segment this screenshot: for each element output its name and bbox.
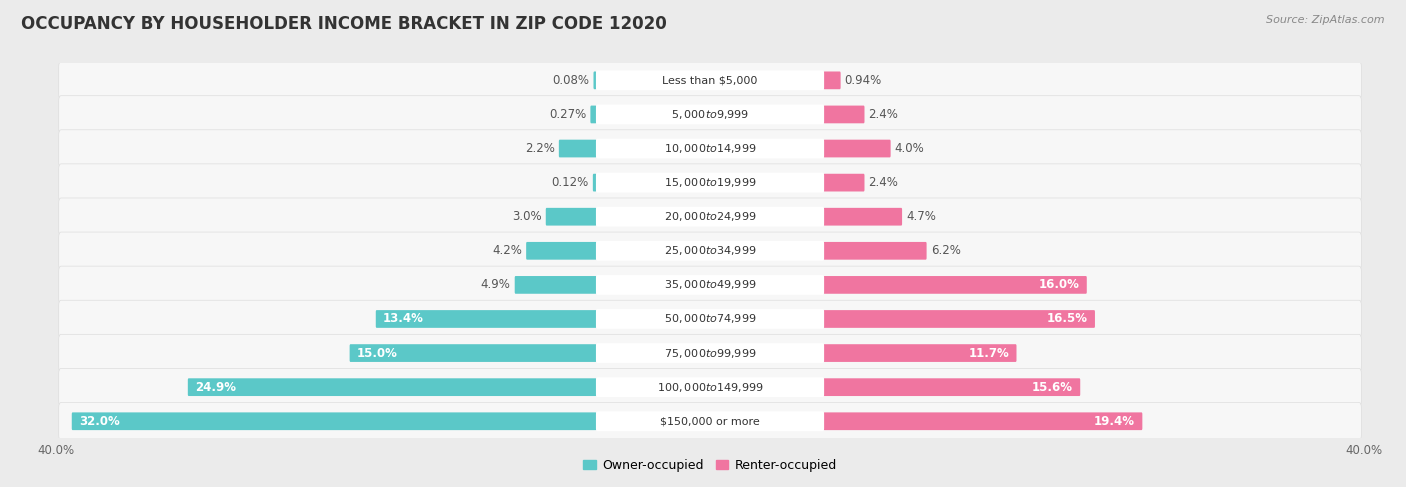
FancyBboxPatch shape	[59, 95, 1361, 133]
FancyBboxPatch shape	[59, 61, 1361, 99]
FancyBboxPatch shape	[515, 276, 596, 294]
Text: 13.4%: 13.4%	[382, 313, 425, 325]
FancyBboxPatch shape	[596, 71, 824, 90]
Text: 19.4%: 19.4%	[1094, 415, 1135, 428]
Text: $75,000 to $99,999: $75,000 to $99,999	[664, 347, 756, 359]
FancyBboxPatch shape	[59, 130, 1361, 168]
FancyBboxPatch shape	[824, 208, 903, 225]
FancyBboxPatch shape	[59, 164, 1361, 202]
Text: 0.94%: 0.94%	[845, 74, 882, 87]
FancyBboxPatch shape	[596, 309, 824, 329]
FancyBboxPatch shape	[596, 377, 824, 397]
Text: Less than $5,000: Less than $5,000	[662, 75, 758, 85]
FancyBboxPatch shape	[59, 198, 1361, 236]
FancyBboxPatch shape	[375, 310, 596, 328]
FancyBboxPatch shape	[59, 334, 1361, 372]
Text: 2.4%: 2.4%	[869, 176, 898, 189]
Text: $20,000 to $24,999: $20,000 to $24,999	[664, 210, 756, 223]
FancyBboxPatch shape	[596, 241, 824, 261]
Text: Source: ZipAtlas.com: Source: ZipAtlas.com	[1267, 15, 1385, 25]
Text: 4.7%: 4.7%	[905, 210, 936, 223]
FancyBboxPatch shape	[59, 266, 1361, 304]
Text: 16.0%: 16.0%	[1039, 279, 1080, 291]
FancyBboxPatch shape	[59, 368, 1361, 406]
Text: 15.6%: 15.6%	[1032, 381, 1073, 393]
Text: 0.08%: 0.08%	[553, 74, 589, 87]
Text: 0.12%: 0.12%	[551, 176, 589, 189]
FancyBboxPatch shape	[59, 402, 1361, 440]
FancyBboxPatch shape	[596, 105, 824, 124]
Text: $35,000 to $49,999: $35,000 to $49,999	[664, 279, 756, 291]
Text: 4.2%: 4.2%	[492, 244, 522, 257]
FancyBboxPatch shape	[59, 232, 1361, 270]
Text: 15.0%: 15.0%	[357, 347, 398, 359]
Text: 3.0%: 3.0%	[512, 210, 541, 223]
Text: 4.9%: 4.9%	[481, 279, 510, 291]
FancyBboxPatch shape	[558, 140, 596, 157]
FancyBboxPatch shape	[596, 173, 824, 192]
Text: 2.4%: 2.4%	[869, 108, 898, 121]
Text: $150,000 or more: $150,000 or more	[661, 416, 759, 426]
FancyBboxPatch shape	[593, 72, 596, 89]
Text: $5,000 to $9,999: $5,000 to $9,999	[671, 108, 749, 121]
FancyBboxPatch shape	[824, 310, 1095, 328]
Text: 32.0%: 32.0%	[79, 415, 120, 428]
Text: $15,000 to $19,999: $15,000 to $19,999	[664, 176, 756, 189]
FancyBboxPatch shape	[824, 72, 841, 89]
FancyBboxPatch shape	[59, 300, 1361, 338]
FancyBboxPatch shape	[596, 412, 824, 431]
Text: 4.0%: 4.0%	[894, 142, 925, 155]
FancyBboxPatch shape	[824, 174, 865, 191]
FancyBboxPatch shape	[593, 174, 596, 191]
Text: $100,000 to $149,999: $100,000 to $149,999	[657, 381, 763, 393]
Text: $10,000 to $14,999: $10,000 to $14,999	[664, 142, 756, 155]
FancyBboxPatch shape	[596, 275, 824, 295]
FancyBboxPatch shape	[72, 412, 596, 430]
Text: 11.7%: 11.7%	[969, 347, 1010, 359]
FancyBboxPatch shape	[824, 378, 1080, 396]
FancyBboxPatch shape	[824, 412, 1142, 430]
Text: 6.2%: 6.2%	[931, 244, 960, 257]
Text: OCCUPANCY BY HOUSEHOLDER INCOME BRACKET IN ZIP CODE 12020: OCCUPANCY BY HOUSEHOLDER INCOME BRACKET …	[21, 15, 666, 33]
FancyBboxPatch shape	[350, 344, 596, 362]
FancyBboxPatch shape	[824, 140, 890, 157]
FancyBboxPatch shape	[824, 276, 1087, 294]
FancyBboxPatch shape	[596, 139, 824, 158]
FancyBboxPatch shape	[526, 242, 596, 260]
FancyBboxPatch shape	[596, 207, 824, 226]
FancyBboxPatch shape	[824, 242, 927, 260]
FancyBboxPatch shape	[824, 106, 865, 123]
FancyBboxPatch shape	[546, 208, 596, 225]
FancyBboxPatch shape	[591, 106, 596, 123]
Text: $50,000 to $74,999: $50,000 to $74,999	[664, 313, 756, 325]
Text: 0.27%: 0.27%	[550, 108, 586, 121]
Text: 24.9%: 24.9%	[195, 381, 236, 393]
Text: $25,000 to $34,999: $25,000 to $34,999	[664, 244, 756, 257]
Text: 16.5%: 16.5%	[1046, 313, 1088, 325]
FancyBboxPatch shape	[188, 378, 596, 396]
Text: 2.2%: 2.2%	[524, 142, 555, 155]
Legend: Owner-occupied, Renter-occupied: Owner-occupied, Renter-occupied	[578, 454, 842, 477]
FancyBboxPatch shape	[824, 344, 1017, 362]
FancyBboxPatch shape	[596, 343, 824, 363]
